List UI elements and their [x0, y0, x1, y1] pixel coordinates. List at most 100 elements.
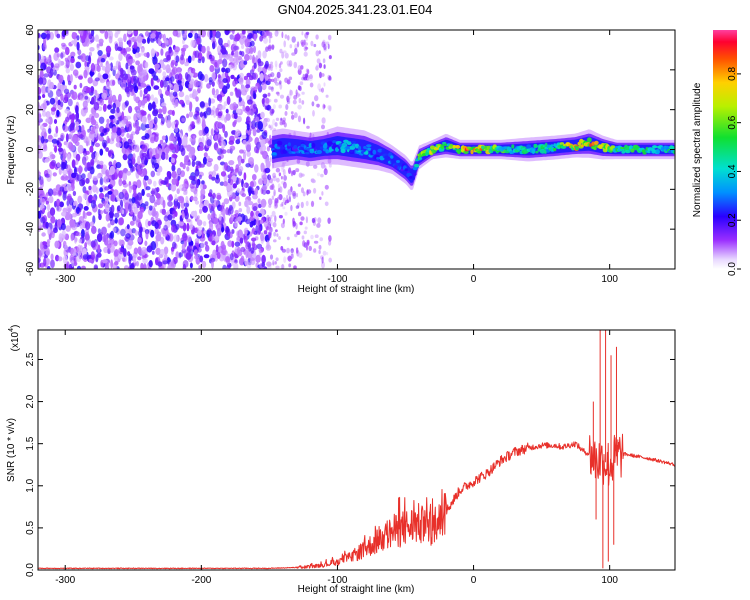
noise-cell: [146, 245, 153, 253]
noise-cell: [96, 174, 100, 179]
noise-cell: [140, 156, 147, 165]
ridge-cell: [531, 148, 536, 154]
noise-cell: [61, 211, 67, 217]
noise-cell: [274, 215, 277, 223]
ridge-cell: [325, 149, 330, 154]
noise-cell: [321, 73, 325, 77]
noise-cell: [206, 139, 212, 147]
noise-cell: [286, 256, 291, 261]
noise-cell: [226, 83, 231, 89]
noise-cell: [67, 98, 73, 107]
noise-cell: [288, 76, 293, 81]
noise-cell: [211, 87, 216, 96]
noise-cell: [203, 128, 208, 135]
noise-cell: [276, 30, 280, 34]
noise-cell: [83, 109, 88, 114]
noise-cell: [90, 240, 96, 248]
noise-cell: [255, 225, 259, 235]
noise-cell: [158, 108, 163, 114]
noise-cell: [255, 254, 261, 263]
noise-cell: [208, 174, 213, 180]
noise-cell: [174, 74, 180, 80]
noise-cell: [199, 111, 204, 118]
noise-cell: [134, 230, 139, 236]
noise-cell: [218, 37, 223, 46]
ridge-cell: [656, 149, 660, 155]
noise-cell: [298, 93, 301, 97]
noise-cell: [78, 238, 83, 244]
noise-cell: [313, 248, 317, 253]
noise-cell: [105, 63, 111, 71]
noise-cell: [317, 83, 321, 91]
noise-cell: [165, 146, 170, 154]
noise-cell: [49, 31, 54, 40]
noise-cell: [193, 245, 197, 250]
noise-cell: [86, 161, 91, 171]
noise-cell: [81, 35, 85, 43]
noise-cell: [91, 30, 95, 37]
noise-cell: [288, 167, 292, 171]
noise-cell: [104, 186, 110, 191]
noise-cell: [171, 170, 177, 179]
noise-cell: [262, 50, 267, 59]
noise-cell: [133, 206, 139, 215]
noise-cell: [326, 252, 329, 256]
noise-cell: [141, 115, 147, 125]
noise-cell: [155, 153, 160, 160]
noise-cell: [174, 144, 179, 154]
noise-cell: [110, 193, 117, 202]
noise-cell: [53, 133, 58, 138]
noise-cell: [77, 195, 83, 204]
noise-cell: [94, 112, 100, 119]
noise-cell: [286, 60, 291, 66]
noise-cell: [259, 219, 264, 224]
noise-cell: [81, 248, 87, 257]
ridge-cell: [366, 144, 372, 148]
noise-cell: [298, 172, 303, 178]
noise-cell: [117, 37, 124, 43]
noise-cell: [198, 265, 202, 269]
noise-cell: [118, 178, 123, 187]
noise-cell: [272, 175, 277, 182]
noise-cell: [148, 260, 153, 268]
noise-cell: [62, 125, 69, 132]
noise-cell: [94, 123, 99, 130]
noise-cell: [252, 30, 259, 34]
noise-cell: [300, 39, 305, 45]
ridge-cell: [624, 149, 631, 154]
noise-cell: [49, 151, 53, 157]
ridge-cell: [349, 149, 355, 154]
noise-cell: [145, 186, 151, 191]
noise-cell: [56, 109, 60, 117]
svg-text:(x104): (x104): [8, 325, 21, 352]
noise-cell: [215, 147, 221, 152]
noise-cell: [239, 149, 244, 154]
noise-cell: [319, 71, 322, 79]
ridge-cell: [419, 157, 423, 160]
noise-cell: [299, 81, 304, 86]
noise-cell: [62, 191, 67, 201]
noise-cell: [102, 234, 108, 243]
noise-cell: [180, 47, 187, 52]
noise-cell: [40, 103, 47, 112]
noise-cell: [218, 81, 224, 89]
noise-cell: [40, 62, 47, 71]
noise-cell: [79, 82, 83, 89]
noise-cell: [197, 43, 201, 51]
ridge-cell: [268, 144, 275, 148]
noise-cell: [75, 121, 79, 127]
noise-cell: [291, 52, 296, 56]
noise-cell: [65, 67, 71, 74]
noise-cell: [66, 205, 73, 213]
noise-cell: [181, 136, 188, 146]
noise-cell: [109, 89, 112, 95]
noise-cell: [107, 190, 113, 195]
noise-cell: [288, 60, 293, 67]
noise-cell: [107, 137, 111, 144]
noise-cell: [184, 61, 190, 67]
x-tick-label: -100: [327, 575, 347, 586]
noise-cell: [316, 172, 321, 177]
noise-cell: [79, 245, 83, 254]
noise-cell: [45, 111, 51, 118]
noise-cell: [321, 117, 326, 124]
